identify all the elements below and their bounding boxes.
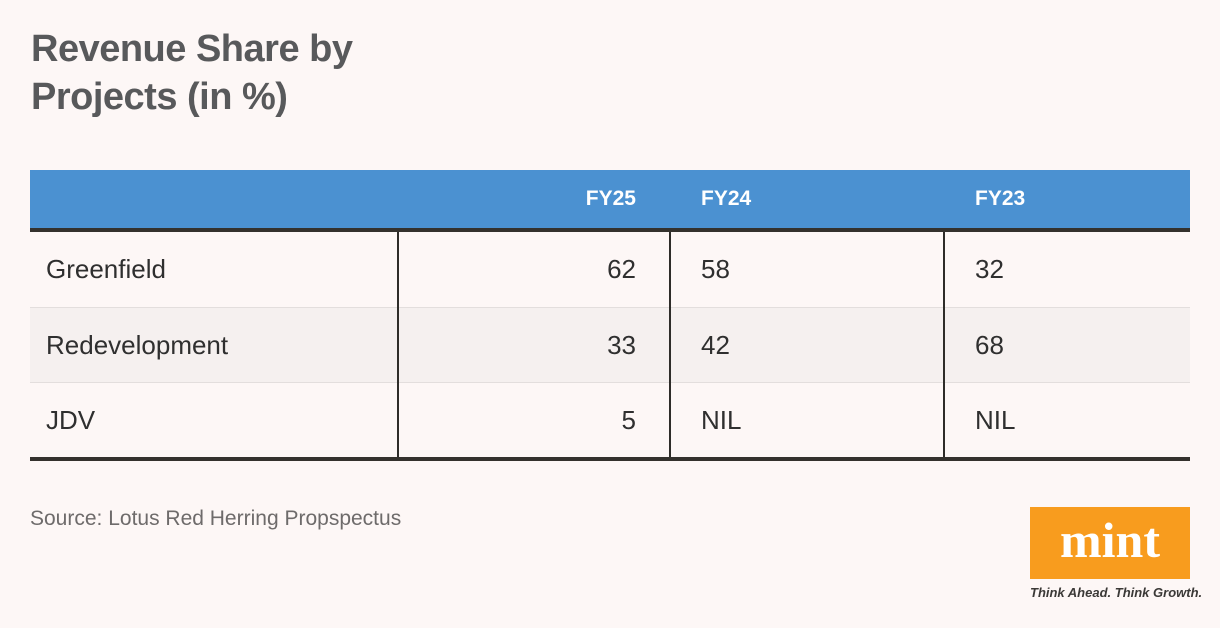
page-title-line1: Revenue Share by [31, 28, 353, 70]
cell-jdv-fy25: 5 [621, 404, 636, 435]
cell-greenfield-fy23: 32 [975, 254, 1004, 284]
header-cell-fy24: FY24 [701, 187, 752, 210]
source-attribution: Source: Lotus Red Herring Propspectus [30, 507, 402, 530]
page-title-line2: Projects (in %) [31, 75, 288, 118]
mint-wordmark: mint [1060, 512, 1160, 568]
revenue-share-table: FY25 FY24 FY23 Greenfield 62 58 32 Redev… [30, 170, 1190, 461]
header-cell-blank [30, 170, 397, 228]
header-cell-fy25: FY25 [585, 187, 636, 210]
row-label: Redevelopment [46, 329, 229, 360]
mint-tagline: Think Ahead. Think Growth. [1030, 585, 1203, 600]
row-label: JDV [46, 404, 96, 435]
cell-redevelopment-fy25: 33 [607, 329, 636, 360]
mint-logo: mint [1030, 507, 1190, 579]
column-divider-3 [943, 232, 945, 457]
table-row-greenfield: Greenfield 62 58 32 [30, 232, 1190, 307]
row-label: Greenfield [46, 254, 166, 284]
column-divider-2 [669, 232, 671, 457]
cell-redevelopment-fy24: 42 [701, 329, 730, 360]
column-divider-1 [397, 232, 399, 457]
cell-jdv-fy23: NIL [975, 404, 1016, 435]
cell-jdv-fy24: NIL [701, 404, 742, 435]
cell-greenfield-fy25: 62 [607, 254, 636, 284]
cell-greenfield-fy24: 58 [701, 254, 730, 284]
table-header-row: FY25 FY24 FY23 [30, 170, 1190, 232]
table-row-jdv: JDV 5 NIL NIL [30, 382, 1190, 457]
table-row-redevelopment: Redevelopment 33 42 68 [30, 307, 1190, 382]
header-cell-fy23: FY23 [975, 187, 1026, 210]
page-title: Revenue Share by Projects (in %) [31, 26, 353, 122]
cell-redevelopment-fy23: 68 [975, 329, 1004, 360]
table-body: Greenfield 62 58 32 Redevelopment 33 42 … [30, 232, 1190, 461]
